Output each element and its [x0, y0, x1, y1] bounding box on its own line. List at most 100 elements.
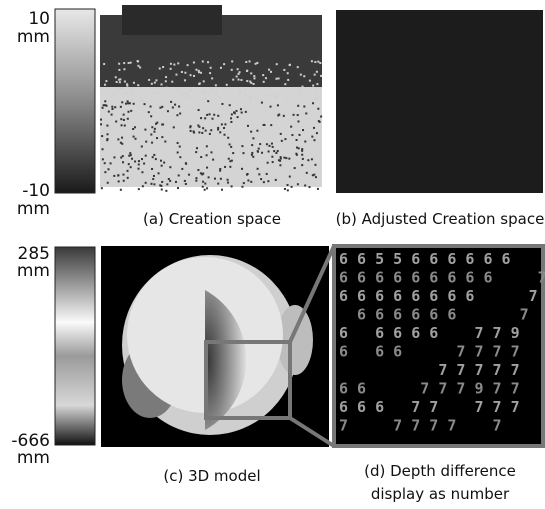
speckle: [104, 104, 107, 107]
speckle: [199, 172, 202, 175]
speckle: [197, 71, 200, 74]
speckle: [280, 139, 283, 142]
speckle: [167, 177, 170, 180]
speckle: [132, 135, 135, 138]
speckle: [202, 80, 205, 83]
speckle: [275, 152, 278, 155]
speckle: [223, 63, 226, 66]
speckle: [100, 123, 103, 126]
speckle: [150, 82, 153, 85]
speckle: [235, 75, 238, 78]
speckle: [219, 96, 222, 99]
speckle: [179, 92, 182, 95]
speckle: [125, 91, 128, 94]
speckle: [120, 124, 123, 127]
speckle: [140, 145, 143, 148]
colorbar-unit: mm: [17, 27, 50, 47]
speckle: [107, 110, 110, 113]
speckle: [169, 67, 172, 70]
speckle: [268, 68, 271, 71]
speckle: [312, 102, 315, 105]
speckle: [264, 77, 267, 80]
speckle: [302, 129, 305, 132]
speckle: [279, 156, 282, 159]
speckle: [139, 66, 142, 69]
speckle: [183, 179, 186, 182]
speckle: [317, 60, 320, 63]
speckle: [102, 91, 105, 94]
speckle: [204, 97, 207, 100]
speckle: [313, 73, 316, 76]
speckle: [150, 182, 153, 185]
speckle: [150, 115, 153, 118]
speckle: [305, 112, 308, 115]
speckle: [239, 90, 242, 93]
speckle: [166, 183, 169, 186]
speckle: [266, 161, 269, 164]
speckle: [104, 100, 107, 103]
speckle: [170, 100, 173, 103]
speckle: [296, 66, 299, 69]
speckle: [202, 180, 205, 183]
speckle: [118, 78, 121, 81]
speckle: [197, 124, 200, 127]
speckle: [125, 102, 128, 105]
speckle: [192, 130, 195, 133]
speckle: [258, 173, 261, 176]
speckle: [122, 173, 125, 176]
speckle: [242, 152, 245, 155]
speckle: [288, 175, 291, 178]
speckle: [224, 98, 227, 101]
speckle: [137, 60, 140, 63]
speckle: [221, 102, 224, 105]
speckle: [111, 105, 114, 108]
speckle: [238, 71, 241, 74]
speckle: [262, 80, 265, 83]
speckle: [226, 88, 229, 91]
speckle: [217, 182, 220, 185]
speckle: [229, 160, 232, 163]
speckle: [282, 114, 285, 117]
speckle: [316, 187, 319, 190]
speckle: [192, 61, 195, 64]
speckle: [273, 93, 276, 96]
speckle: [121, 155, 124, 158]
speckle: [176, 187, 179, 190]
speckle: [208, 132, 211, 135]
speckle: [277, 159, 280, 162]
speckle: [261, 151, 264, 154]
speckle: [137, 188, 140, 191]
speckle: [219, 167, 222, 170]
speckle: [161, 105, 164, 108]
speckle: [230, 185, 233, 188]
speckle: [160, 164, 163, 167]
speckle: [151, 167, 154, 170]
speckle: [123, 68, 126, 71]
speckle: [246, 124, 249, 127]
speckle: [121, 136, 124, 139]
speckle: [246, 80, 249, 83]
speckle: [265, 143, 268, 146]
speckle: [301, 164, 304, 167]
colorbar: [54, 8, 96, 194]
speckle: [132, 102, 135, 105]
speckle: [250, 81, 253, 84]
speckle: [141, 185, 144, 188]
speckle: [121, 142, 124, 145]
speckle: [288, 157, 291, 160]
speckle: [301, 157, 304, 160]
speckle: [233, 111, 236, 114]
speckle: [162, 66, 165, 69]
zoom-line: [288, 245, 336, 343]
speckle: [253, 77, 256, 80]
speckle: [265, 172, 268, 175]
speckle: [279, 164, 282, 167]
speckle: [128, 102, 131, 105]
speckle: [239, 108, 242, 111]
speckle: [253, 75, 256, 78]
speckle: [189, 129, 192, 132]
speckle: [213, 113, 216, 116]
speckle: [140, 158, 143, 161]
speckle: [134, 160, 137, 163]
speckle: [279, 132, 282, 135]
